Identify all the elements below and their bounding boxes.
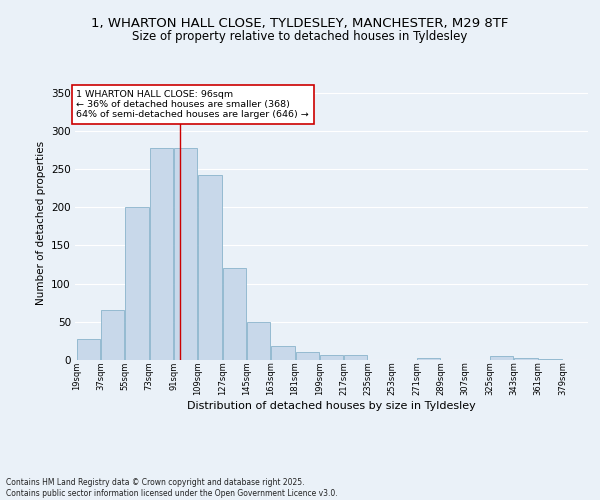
Y-axis label: Number of detached properties: Number of detached properties <box>35 140 46 304</box>
Text: 1, WHARTON HALL CLOSE, TYLDESLEY, MANCHESTER, M29 8TF: 1, WHARTON HALL CLOSE, TYLDESLEY, MANCHE… <box>91 18 509 30</box>
Text: Size of property relative to detached houses in Tyldesley: Size of property relative to detached ho… <box>133 30 467 43</box>
Bar <box>199 175 221 360</box>
Bar <box>296 352 319 360</box>
Bar <box>271 346 295 360</box>
Bar <box>174 148 197 360</box>
Bar <box>514 358 538 360</box>
Text: Contains HM Land Registry data © Crown copyright and database right 2025.
Contai: Contains HM Land Registry data © Crown c… <box>6 478 338 498</box>
Bar <box>150 148 173 360</box>
Text: 1 WHARTON HALL CLOSE: 96sqm
← 36% of detached houses are smaller (368)
64% of se: 1 WHARTON HALL CLOSE: 96sqm ← 36% of det… <box>76 90 309 120</box>
Bar <box>490 356 513 360</box>
Bar <box>344 356 367 360</box>
Bar <box>223 268 246 360</box>
Bar <box>77 338 100 360</box>
Bar <box>417 358 440 360</box>
Bar <box>125 207 149 360</box>
Bar <box>539 359 562 360</box>
Bar <box>101 310 124 360</box>
Bar <box>247 322 270 360</box>
Bar <box>320 356 343 360</box>
X-axis label: Distribution of detached houses by size in Tyldesley: Distribution of detached houses by size … <box>187 401 476 411</box>
